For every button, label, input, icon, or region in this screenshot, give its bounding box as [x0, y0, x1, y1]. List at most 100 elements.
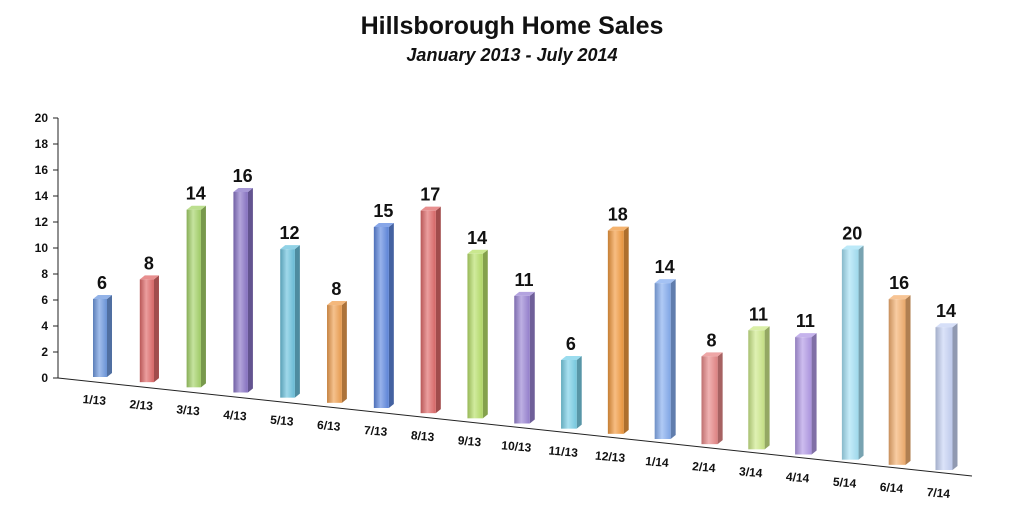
chart-subtitle: January 2013 - July 2014: [406, 45, 618, 65]
x-tick-label: 12/13: [595, 449, 626, 466]
data-label: 11: [514, 270, 533, 290]
bar-side: [435, 206, 441, 414]
x-tick-label: 5/13: [270, 413, 295, 429]
x-tick-label: 4/14: [785, 470, 810, 486]
bar-side: [153, 275, 159, 383]
bar: [888, 295, 911, 465]
bar: [327, 301, 347, 403]
bar: [467, 249, 488, 419]
data-label: 11: [749, 304, 768, 324]
bar-side: [717, 352, 723, 445]
bar-side: [576, 356, 582, 429]
bar-front: [748, 330, 765, 450]
bar-side: [529, 291, 535, 424]
bar-top: [327, 301, 347, 306]
x-axis-line: [57, 377, 973, 477]
y-tick-label: 4: [41, 319, 48, 333]
data-label: 6: [566, 334, 576, 354]
x-tick-label: 1/13: [82, 392, 107, 408]
bar-front: [607, 230, 624, 434]
bar: [795, 333, 817, 455]
y-tick-label: 12: [35, 215, 49, 229]
bar: [420, 206, 441, 414]
bar: [514, 291, 535, 424]
bar-side: [107, 295, 112, 377]
bar-side: [905, 295, 911, 465]
bar-side: [858, 245, 864, 460]
data-label: 8: [331, 279, 341, 299]
bar-front: [795, 337, 812, 455]
bar-top: [701, 352, 723, 357]
bar-side: [482, 249, 488, 419]
bar: [280, 245, 300, 398]
x-tick-label: 7/14: [926, 485, 951, 501]
bar-side: [623, 226, 629, 434]
data-label: 11: [796, 311, 815, 331]
bar: [93, 295, 112, 377]
bar-front: [561, 360, 577, 429]
bar-front: [139, 279, 154, 383]
y-tick-label: 10: [35, 241, 49, 255]
bar-side: [294, 245, 300, 398]
bar-top: [841, 245, 864, 250]
bar-top: [935, 323, 958, 328]
bar: [186, 205, 206, 388]
x-tick-label: 4/13: [223, 408, 248, 424]
data-label: 6: [97, 273, 107, 293]
y-tick-label: 0: [41, 371, 48, 385]
y-tick-label: 18: [35, 137, 49, 151]
bar-front: [888, 299, 906, 465]
data-label: 15: [373, 201, 393, 221]
y-tick-label: 6: [41, 293, 48, 307]
bar-side: [764, 326, 770, 450]
bar: [654, 279, 676, 439]
bar-top: [795, 333, 817, 338]
x-tick-label: 5/14: [832, 475, 857, 491]
bar-top: [420, 206, 441, 211]
data-label: 12: [280, 223, 300, 243]
data-label: 16: [889, 273, 909, 293]
data-label: 8: [707, 330, 717, 350]
bar: [233, 187, 253, 393]
bar-front: [373, 227, 389, 408]
bar-top: [186, 205, 206, 210]
bar-side: [247, 187, 253, 393]
bar-front: [701, 356, 718, 445]
y-tick-label: 2: [41, 345, 48, 359]
bar: [935, 323, 958, 470]
y-tick-label: 14: [35, 189, 49, 203]
x-tick-label: 8/13: [410, 428, 435, 444]
x-tick-label: 3/13: [176, 402, 201, 418]
bar-top: [514, 291, 535, 296]
y-tick-label: 20: [35, 111, 49, 125]
bar-front: [93, 299, 107, 377]
data-label: 14: [936, 301, 956, 321]
bar-front: [233, 191, 248, 393]
x-tick-label: 2/13: [129, 397, 154, 413]
bar-top: [561, 356, 582, 360]
x-tick-label: 1/14: [645, 454, 670, 470]
bar-top: [233, 187, 253, 192]
bar: [748, 326, 770, 450]
bar-side: [952, 323, 958, 470]
bar-top: [139, 275, 159, 280]
data-label: 8: [144, 253, 154, 273]
bar: [841, 245, 864, 460]
x-tick-label: 6/14: [879, 480, 904, 496]
x-tick-label: 3/14: [739, 464, 764, 480]
bar: [139, 275, 159, 383]
bar-front: [514, 295, 530, 424]
bar-front: [467, 253, 483, 419]
bar-top: [93, 295, 112, 299]
bar-top: [888, 295, 911, 300]
chart-title: Hillsborough Home Sales: [360, 12, 664, 40]
bar-front: [186, 209, 201, 388]
bar-top: [280, 245, 300, 250]
bar-top: [373, 223, 394, 227]
bar-side: [670, 279, 676, 439]
x-tick-label: 9/13: [457, 433, 482, 449]
bar-front: [327, 305, 342, 403]
bar-side: [811, 333, 817, 455]
x-tick-label: 6/13: [317, 418, 342, 434]
